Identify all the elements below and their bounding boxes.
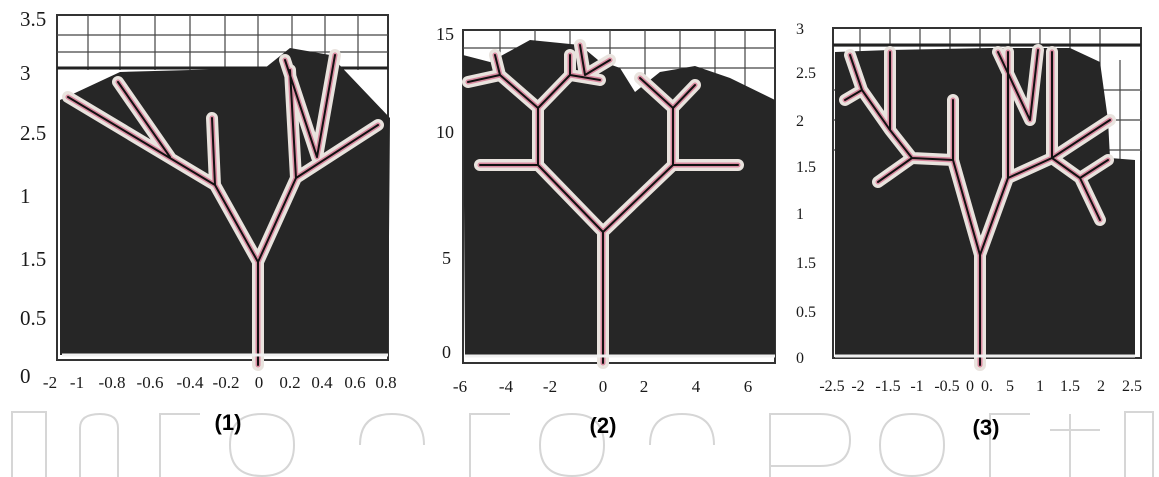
y-tick-label: 1 xyxy=(796,206,804,223)
x-tick-label: 0 xyxy=(966,378,974,395)
y-tick-label: 1.5 xyxy=(796,255,816,272)
y-tick-label: 3.5 xyxy=(20,7,46,31)
tree-plot-3: 3 2.5 2 1.5 1 1.5 0.5 0 -2.5 -2 -1.5 -1 … xyxy=(796,21,1142,395)
y-tick-label: 3 xyxy=(20,61,31,85)
tree-plot-1: 3.5 3 2.5 1 1.5 0.5 0 -2 -1 -0.8 -0.6 -0… xyxy=(20,7,397,392)
x-tick-label: 0.4 xyxy=(311,373,333,392)
y-tick-label: 0.5 xyxy=(20,306,46,330)
tree-plot-2: 15 10 5 0 -6 -4 -2 0 2 4 6 xyxy=(436,24,776,396)
x-axis-ticks: -2 -1 -0.8 -0.6 -0.4 -0.2 0 0.2 0.4 0.6 … xyxy=(43,373,397,392)
panel-1: 3.5 3 2.5 1 1.5 0.5 0 -2 -1 -0.8 -0.6 -0… xyxy=(0,0,400,435)
x-tick-label: 0 xyxy=(599,377,608,396)
y-tick-label: 10 xyxy=(436,122,454,142)
y-tick-label: 5 xyxy=(442,248,451,268)
x-tick-label: -1 xyxy=(70,373,84,392)
x-axis-ticks: -6 -4 -2 0 2 4 6 xyxy=(453,377,752,396)
y-tick-label: 0.5 xyxy=(796,304,816,321)
panel-3: 3 2.5 2 1.5 1 1.5 0.5 0 -2.5 -2 -1.5 -1 … xyxy=(790,0,1159,440)
panel-caption: (1) xyxy=(214,410,242,435)
x-tick-label: 4 xyxy=(692,377,701,396)
y-tick-label: 15 xyxy=(436,24,454,44)
y-axis-ticks: 3 2.5 2 1.5 1 1.5 0.5 0 xyxy=(796,21,816,367)
y-axis-ticks: 3.5 3 2.5 1 1.5 0.5 0 xyxy=(20,7,46,388)
x-tick-label: -2 xyxy=(851,378,864,395)
x-tick-label: 0.6 xyxy=(344,373,365,392)
x-tick-label: -0.8 xyxy=(99,373,126,392)
x-tick-label: -1 xyxy=(910,378,923,395)
y-tick-label: 2.5 xyxy=(796,65,816,82)
x-tick-label: -2 xyxy=(543,377,557,396)
panel-caption: (2) xyxy=(589,413,617,438)
x-tick-label: -1.5 xyxy=(875,378,900,395)
x-tick-label: 0. xyxy=(981,378,993,395)
x-axis-ticks: -2.5 -2 -1.5 -1 -0.5 0 0. 5 1 1.5 2 2.5 xyxy=(819,378,1142,395)
x-tick-label: 5 xyxy=(1006,378,1014,395)
x-tick-label: -2.5 xyxy=(819,378,844,395)
x-tick-label: -2 xyxy=(43,373,57,392)
y-tick-label: 3 xyxy=(796,21,804,38)
y-tick-label: 1.5 xyxy=(796,159,816,176)
x-tick-label: -0.6 xyxy=(137,373,164,392)
y-tick-label: 1 xyxy=(20,184,31,208)
x-tick-label: -0.2 xyxy=(213,373,240,392)
y-axis-ticks: 15 10 5 0 xyxy=(436,24,454,362)
y-tick-label: 0 xyxy=(796,350,804,367)
y-tick-label: 0 xyxy=(20,364,31,388)
y-tick-label: 0 xyxy=(442,342,451,362)
x-tick-label: 2 xyxy=(640,377,649,396)
x-tick-label: -0.4 xyxy=(177,373,204,392)
panel-2: 15 10 5 0 -6 -4 -2 0 2 4 6 (2) xyxy=(420,0,780,438)
x-tick-label: -4 xyxy=(499,377,514,396)
x-tick-label: 2.5 xyxy=(1122,378,1142,395)
y-tick-label: 2.5 xyxy=(20,121,46,145)
x-tick-label: 1.5 xyxy=(1060,378,1080,395)
y-tick-label: 2 xyxy=(796,113,804,130)
panel-caption: (3) xyxy=(972,415,1000,440)
x-tick-label: -6 xyxy=(453,377,467,396)
x-tick-label: 6 xyxy=(744,377,753,396)
x-tick-label: 0.8 xyxy=(375,373,396,392)
x-tick-label: 2 xyxy=(1097,378,1105,395)
x-tick-label: 0 xyxy=(255,373,264,392)
tree-branches xyxy=(62,49,384,371)
x-tick-label: 1 xyxy=(1036,378,1044,395)
x-tick-label: -0.5 xyxy=(934,378,959,395)
x-tick-label: 0.2 xyxy=(279,373,300,392)
y-tick-label: 1.5 xyxy=(20,247,46,271)
